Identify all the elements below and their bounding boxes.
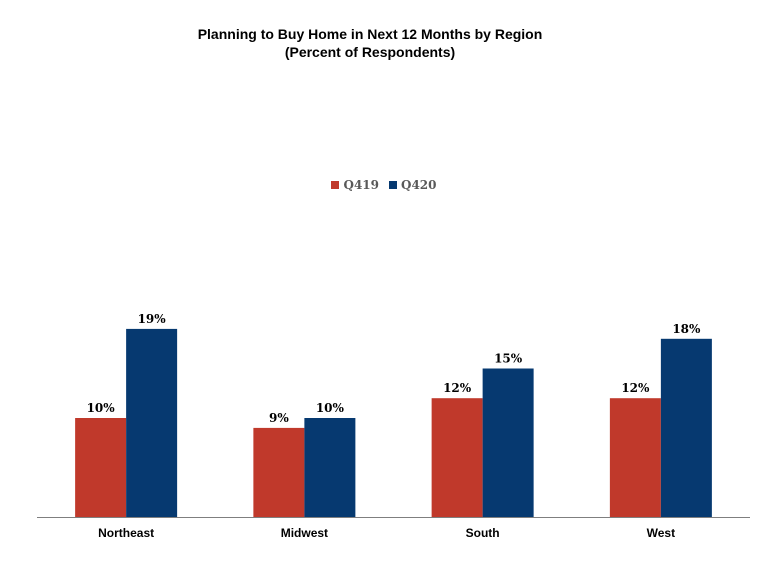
data-label-q419-northeast: 10% bbox=[87, 401, 116, 415]
legend-item-q420: Q420 bbox=[389, 178, 437, 192]
legend: Q419 Q420 bbox=[0, 178, 768, 192]
legend-swatch-q419 bbox=[331, 181, 340, 189]
bar-q419-northeast bbox=[75, 418, 127, 517]
data-label-q419-south: 12% bbox=[443, 381, 472, 395]
data-label-q420-south: 15% bbox=[494, 352, 523, 366]
legend-swatch-q420 bbox=[389, 181, 397, 189]
legend-label-q420: Q420 bbox=[401, 178, 437, 192]
bar-q419-midwest bbox=[253, 427, 305, 517]
data-label-q420-northeast: 19% bbox=[138, 312, 167, 326]
bar-q420-northeast bbox=[126, 328, 178, 517]
category-label-south: South bbox=[466, 526, 500, 540]
data-label-q419-west: 12% bbox=[621, 381, 650, 395]
legend-item-q419: Q419 bbox=[331, 178, 379, 192]
data-label-q419-midwest: 9% bbox=[269, 411, 289, 425]
category-label-midwest: Midwest bbox=[281, 526, 328, 540]
category-label-northeast: Northeast bbox=[98, 526, 154, 540]
legend-label-q419: Q419 bbox=[343, 178, 379, 192]
chart-title: Planning to Buy Home in Next 12 Months b… bbox=[197, 26, 543, 42]
data-label-q420-west: 18% bbox=[672, 322, 701, 336]
bar-q420-west bbox=[660, 338, 712, 517]
bar-q420-midwest bbox=[304, 418, 356, 517]
chart-subtitle: (Percent of Respondents) bbox=[284, 44, 456, 60]
bar-q419-west bbox=[609, 398, 661, 517]
bar-q420-south bbox=[482, 368, 534, 517]
data-label-q420-midwest: 10% bbox=[316, 401, 345, 415]
category-label-west: West bbox=[647, 526, 675, 540]
bar-q419-south bbox=[431, 398, 483, 517]
